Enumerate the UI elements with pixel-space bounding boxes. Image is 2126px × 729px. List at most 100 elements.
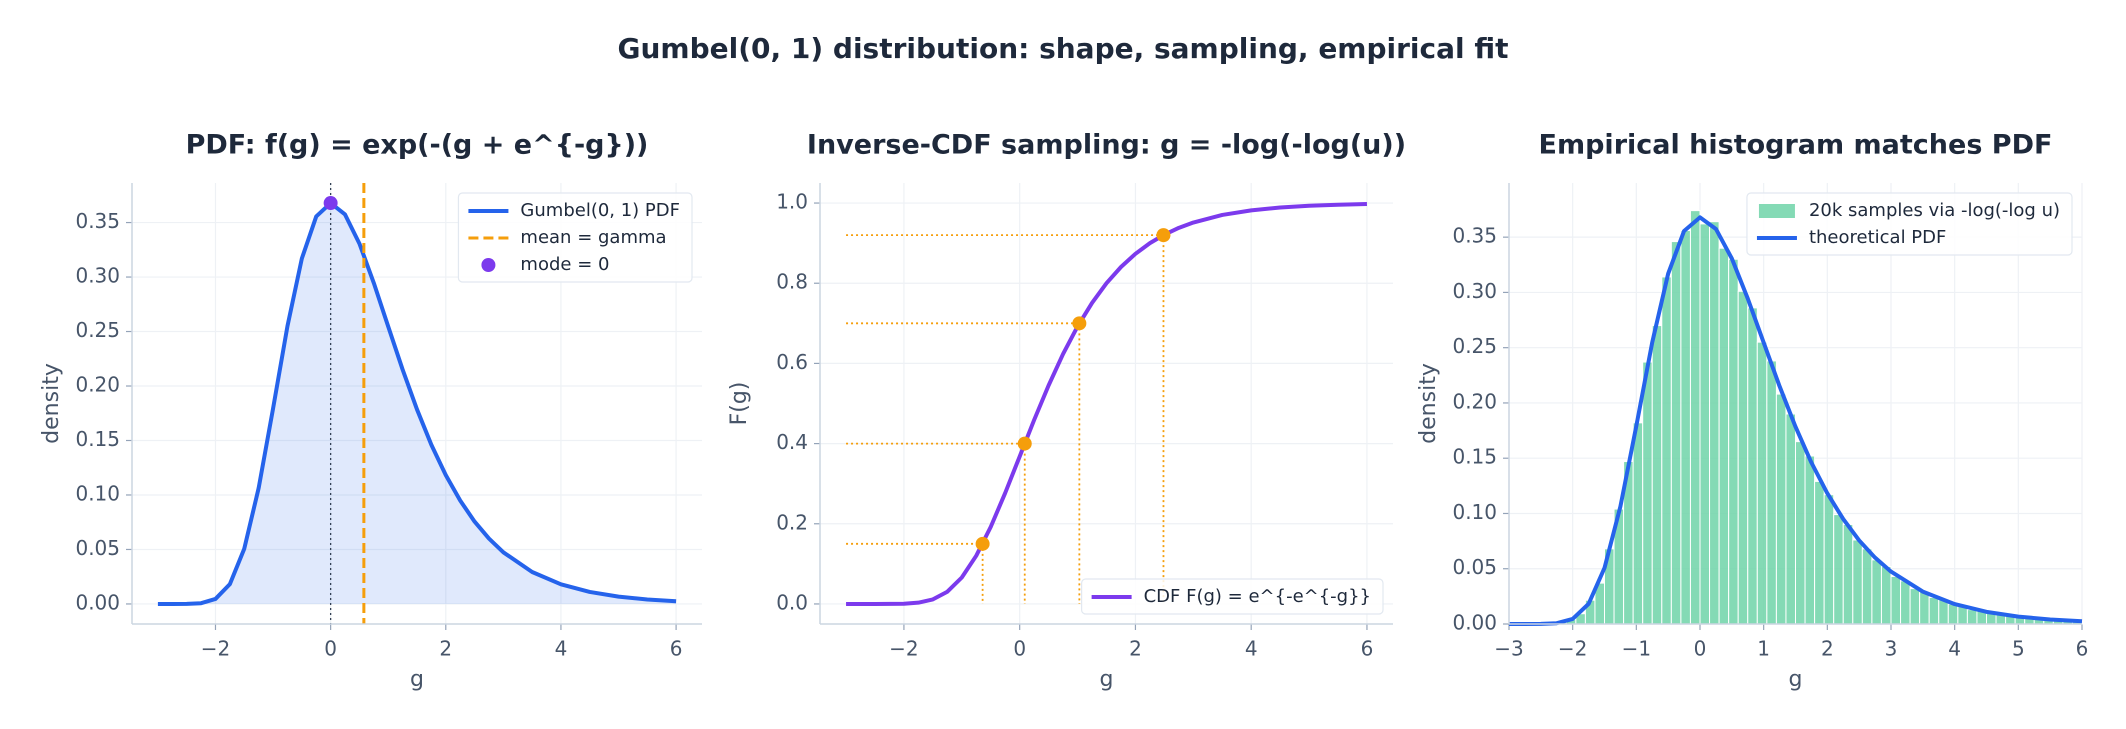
subplot: −2 0 2 4 6 0.00 0.05 0.10 0.15 0.20 0.25 0.30 0.35 PD… bbox=[39, 130, 702, 692]
y-tick-label: 0.10 bbox=[1452, 500, 1497, 524]
histogram-bar bbox=[1747, 307, 1758, 625]
legend-label: Gumbel(0, 1) PDF bbox=[520, 200, 680, 221]
sample-point bbox=[1156, 228, 1171, 243]
histogram-bar bbox=[1919, 591, 1930, 625]
histogram-bar bbox=[1833, 514, 1844, 625]
histogram-bar bbox=[1804, 455, 1816, 625]
x-tick-label: −1 bbox=[1622, 637, 1651, 661]
x-tick-label: 2 bbox=[1129, 637, 1142, 661]
histogram-bar bbox=[1928, 596, 1940, 625]
histogram-bar bbox=[1900, 580, 1911, 625]
histogram-bar bbox=[1766, 360, 1777, 625]
histogram-bar bbox=[1651, 325, 1663, 625]
legend-label: 20k samples via -log(-log u) bbox=[1809, 200, 2060, 221]
x-tick-label: −2 bbox=[201, 637, 230, 661]
histogram-bar bbox=[1680, 230, 1691, 625]
x-tick-label: −3 bbox=[1494, 637, 1523, 661]
histogram-bar bbox=[1756, 341, 1768, 625]
histogram-bar bbox=[1966, 609, 1978, 625]
x-axis-label: g bbox=[1789, 667, 1803, 692]
legend-label: mode = 0 bbox=[520, 254, 609, 275]
y-tick-label: 0.6 bbox=[776, 350, 808, 374]
y-tick-label: 0.05 bbox=[1452, 555, 1497, 579]
histogram-bar bbox=[1718, 247, 1730, 625]
x-axis-label: g bbox=[1100, 667, 1114, 692]
y-tick-label: 0.00 bbox=[1452, 611, 1497, 635]
legend: Gumbel(0, 1) PDF mean = gamma mode = 0 bbox=[457, 192, 693, 283]
y-tick-label: 0.15 bbox=[1452, 445, 1497, 469]
x-tick-label: 2 bbox=[1821, 637, 1834, 661]
y-tick-label: 0.35 bbox=[1452, 224, 1497, 248]
legend-label: mean = gamma bbox=[520, 227, 666, 248]
line-series bbox=[846, 202, 1367, 606]
legend: CDF F(g) = e^{-e^{-g}} bbox=[1081, 578, 1384, 615]
x-tick-label: 0 bbox=[1694, 637, 1707, 661]
x-tick-label: 6 bbox=[670, 637, 683, 661]
histogram-bar bbox=[1795, 441, 1806, 625]
y-axis-label: density bbox=[1416, 363, 1441, 444]
y-tick-label: 1.0 bbox=[776, 190, 808, 214]
legend-label: theoretical PDF bbox=[1809, 227, 1946, 248]
sample-point bbox=[1072, 316, 1087, 331]
histogram-bar bbox=[1938, 599, 1949, 625]
x-tick-label: 0 bbox=[324, 637, 337, 661]
area-fill bbox=[157, 203, 677, 604]
histogram-bar bbox=[1699, 223, 1711, 625]
subplot-title: Inverse-CDF sampling: g = -log(-log(u)) bbox=[807, 130, 1406, 161]
histogram-bar bbox=[1661, 276, 1672, 625]
legend-label: CDF F(g) = e^{-e^{-g}} bbox=[1144, 586, 1371, 607]
x-tick-label: 1 bbox=[1757, 637, 1770, 661]
legend-box bbox=[457, 192, 693, 283]
histogram-bar bbox=[1709, 221, 1720, 625]
histogram-bar bbox=[1842, 524, 1854, 625]
sample-point bbox=[975, 536, 990, 551]
histogram-bar bbox=[1632, 422, 1644, 625]
x-tick-label: 2 bbox=[439, 637, 452, 661]
histogram-bar bbox=[1957, 605, 1968, 625]
y-tick-label: 0.20 bbox=[1452, 389, 1497, 413]
x-tick-label: −2 bbox=[889, 637, 918, 661]
y-tick-label: 0.35 bbox=[75, 209, 120, 233]
x-tick-label: 4 bbox=[1245, 637, 1258, 661]
y-axis-label: F(g) bbox=[727, 382, 752, 426]
legend-box bbox=[1746, 192, 2073, 256]
subplot: −2 0 2 4 6 0.0 0.2 0.4 0.6 0.8 1.0 Inverse-CDF samp… bbox=[727, 130, 1406, 693]
histogram-bar bbox=[1728, 258, 1739, 625]
y-tick-label: 0.15 bbox=[75, 427, 120, 451]
histogram-bar bbox=[1737, 290, 1749, 625]
y-tick-label: 0.8 bbox=[776, 270, 808, 294]
y-tick-label: 0.25 bbox=[75, 318, 120, 342]
y-tick-label: 0.25 bbox=[1452, 334, 1497, 358]
y-tick-label: 0.30 bbox=[75, 264, 120, 288]
histogram-bar bbox=[1689, 210, 1701, 625]
subplot-title: Empirical histogram matches PDF bbox=[1539, 130, 2053, 161]
legend-swatch bbox=[1758, 204, 1795, 218]
histogram-bar bbox=[1642, 361, 1653, 625]
histogram-bar bbox=[1947, 603, 1959, 625]
y-tick-label: 0.00 bbox=[75, 590, 120, 614]
y-axis-label: density bbox=[39, 363, 64, 444]
histogram-bar bbox=[1861, 548, 1873, 625]
x-tick-label: 3 bbox=[1885, 637, 1898, 661]
histogram-bar bbox=[1909, 588, 1921, 625]
histogram-bar bbox=[1775, 393, 1787, 625]
line-series bbox=[157, 201, 677, 606]
histogram-bar bbox=[1814, 480, 1825, 625]
y-tick-label: 0.2 bbox=[776, 510, 808, 534]
histogram-bar bbox=[1785, 413, 1796, 625]
x-tick-label: 4 bbox=[1948, 637, 1961, 661]
subplot-title: PDF: f(g) = exp(-(g + e^{-g})) bbox=[186, 130, 649, 161]
mode-point bbox=[323, 196, 338, 211]
y-tick-label: 0.20 bbox=[75, 373, 120, 397]
x-tick-label: 0 bbox=[1013, 637, 1026, 661]
pdf-line bbox=[1509, 215, 2083, 626]
sample-point bbox=[1017, 436, 1032, 451]
y-tick-label: 0.05 bbox=[75, 536, 120, 560]
histogram-bar bbox=[1823, 494, 1835, 625]
subplot: −3 −2 −1 0 1 2 3 4 5 6 0.00 0.05 0.10 0.15 0.20 0.25 0.3… bbox=[1416, 130, 2088, 693]
x-axis-label: g bbox=[410, 667, 424, 692]
histogram-bar bbox=[1852, 539, 1863, 625]
x-tick-label: 4 bbox=[555, 637, 568, 661]
histogram-bar bbox=[1871, 559, 1882, 625]
